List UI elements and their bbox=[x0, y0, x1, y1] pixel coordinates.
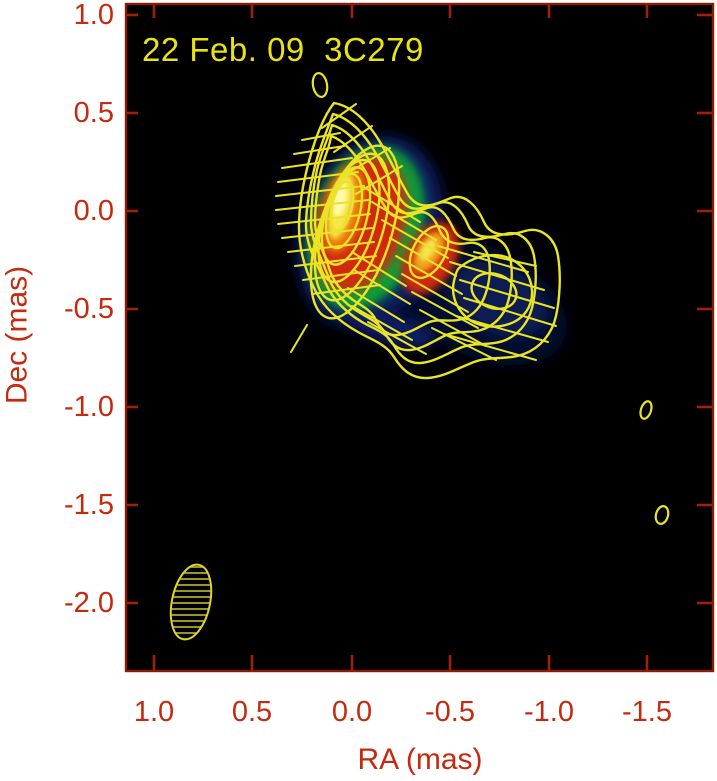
polarization-tick bbox=[463, 297, 557, 327]
polarization-ticks bbox=[275, 103, 557, 361]
noise-contour bbox=[639, 400, 653, 420]
polarization-tick bbox=[345, 147, 391, 175]
x-tick-label: 1.0 bbox=[133, 696, 175, 728]
x-tick-label: 0.0 bbox=[331, 696, 373, 728]
polarization-tick bbox=[389, 237, 457, 277]
polarization-tick bbox=[277, 171, 359, 183]
noise-contour bbox=[654, 505, 670, 525]
polarization-tick bbox=[449, 261, 545, 291]
y-axis-title: Dec (mas) bbox=[0, 265, 34, 405]
polarization-tick bbox=[275, 199, 369, 211]
polarization-tick bbox=[311, 284, 381, 295]
polarization-tick bbox=[302, 269, 379, 281]
y-tick-label: 0.0 bbox=[73, 195, 114, 227]
polarization-tick bbox=[321, 103, 357, 129]
polarization-tick bbox=[455, 315, 549, 343]
polarization-tick bbox=[367, 321, 427, 355]
polarization-tick bbox=[301, 132, 341, 141]
y-tick-label: 1.0 bbox=[73, 0, 114, 31]
polarization-tick bbox=[419, 309, 487, 347]
polarization-tick bbox=[353, 269, 411, 305]
polarization-tick bbox=[287, 241, 375, 253]
polarization-tick bbox=[293, 145, 345, 155]
x-tick-label: -1.5 bbox=[622, 696, 672, 728]
x-tick-label: -1.0 bbox=[524, 696, 574, 728]
polarization-tick bbox=[371, 201, 437, 241]
axis-frame bbox=[124, 2, 715, 673]
polarization-tick bbox=[275, 185, 365, 197]
y-tick-label: -1.0 bbox=[64, 391, 114, 423]
contour-lines bbox=[297, 101, 561, 380]
polarization-tick bbox=[437, 245, 529, 273]
polarization-tick bbox=[347, 287, 405, 323]
contour-path bbox=[309, 123, 513, 352]
polarization-tick bbox=[281, 157, 353, 169]
polarization-tick bbox=[411, 291, 479, 329]
axis-ticks bbox=[127, 5, 712, 670]
polarization-tick bbox=[473, 251, 537, 267]
polarization-tick bbox=[395, 255, 463, 295]
polarization-tick bbox=[290, 324, 308, 353]
polarization-tick bbox=[361, 185, 421, 223]
polarization-tick bbox=[381, 219, 449, 259]
x-tick-label: -0.5 bbox=[425, 696, 475, 728]
contour-path bbox=[451, 253, 534, 328]
x-axis-title: RA (mas) bbox=[357, 743, 483, 776]
x-tick-label: 0.5 bbox=[231, 696, 273, 728]
plot-annotation: 22 Feb. 09 3C279 bbox=[142, 31, 424, 68]
polarization-tick bbox=[401, 273, 469, 313]
noise-contour bbox=[311, 72, 329, 98]
beam-outline bbox=[169, 563, 213, 641]
y-tick-label: 0.5 bbox=[73, 97, 114, 129]
polarization-tick bbox=[333, 125, 373, 153]
noise-contours bbox=[311, 72, 670, 525]
y-tick-label: -2.0 bbox=[64, 587, 114, 619]
contour-ellipse bbox=[320, 166, 372, 266]
polarization-tick bbox=[459, 279, 555, 309]
polarization-tick bbox=[355, 165, 403, 195]
polarization-tick bbox=[281, 227, 373, 239]
polarization-tick bbox=[443, 333, 537, 361]
polarization-tick bbox=[277, 213, 371, 225]
polarization-tick bbox=[431, 327, 497, 361]
y-tick-label: -1.5 bbox=[64, 489, 114, 521]
contour-ellipse bbox=[408, 224, 450, 280]
polarization-tick bbox=[351, 305, 413, 341]
y-tick-label: -0.5 bbox=[64, 293, 114, 325]
polarization-tick bbox=[351, 251, 407, 287]
